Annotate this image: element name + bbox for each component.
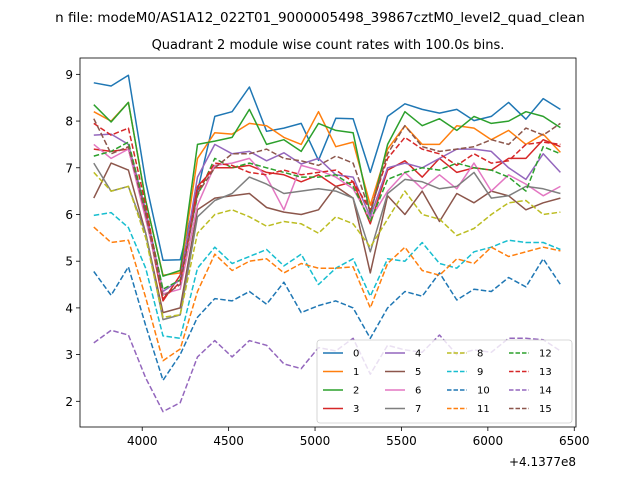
legend-label-8: 8 — [477, 349, 483, 360]
series-line-2 — [93, 101, 561, 277]
x-tick-label: 6500 — [559, 434, 590, 448]
y-tick-label: 4 — [65, 301, 73, 315]
series-line-0 — [93, 74, 561, 261]
legend-label-13: 13 — [539, 367, 552, 378]
series-line-7 — [93, 162, 561, 321]
series-layer — [93, 74, 562, 413]
series-line-6 — [93, 143, 561, 295]
series-line-10 — [93, 258, 562, 382]
figure-suptitle: n file: modeM0/AS1A12_022T01_9000005498_… — [55, 10, 585, 26]
series-line-15 — [93, 118, 561, 297]
legend-box — [316, 339, 573, 424]
legend-label-10: 10 — [477, 386, 490, 397]
legend-label-1: 1 — [353, 367, 359, 378]
legend-label-5: 5 — [415, 367, 421, 378]
y-tick-label: 3 — [65, 348, 73, 362]
series-line-8 — [93, 171, 561, 318]
series-line-11 — [93, 226, 561, 362]
x-tick-label: 5000 — [300, 434, 331, 448]
legend-label-7: 7 — [415, 404, 421, 415]
plot-frame — [79, 57, 577, 428]
legend-label-6: 6 — [415, 386, 421, 397]
legend-label-3: 3 — [353, 404, 359, 415]
legend-label-4: 4 — [415, 349, 421, 360]
y-tick-label: 5 — [65, 255, 73, 269]
x-tick-label: 4500 — [213, 434, 244, 448]
legend-label-12: 12 — [539, 349, 552, 360]
x-tick-label: 6000 — [473, 434, 504, 448]
series-line-12 — [93, 141, 561, 290]
x-tick-label: 5500 — [386, 434, 417, 448]
y-axis: 2 3 4 5 6 7 8 9 — [65, 68, 80, 409]
legend-label-15: 15 — [539, 404, 552, 415]
series-line-4 — [93, 133, 561, 293]
series-line-9 — [93, 211, 561, 340]
y-tick-label: 8 — [65, 115, 73, 129]
legend-label-14: 14 — [539, 386, 552, 397]
y-tick-label: 2 — [65, 395, 73, 409]
legend-label-9: 9 — [477, 367, 483, 378]
y-tick-label: 6 — [65, 208, 73, 222]
y-tick-label: 7 — [65, 161, 73, 175]
legend-label-2: 2 — [353, 386, 359, 397]
series-line-5 — [93, 162, 561, 314]
y-tick-label: 9 — [65, 68, 73, 82]
x-axis: 4000 4500 5000 5500 6000 6500 — [127, 427, 590, 448]
legend-label-11: 11 — [477, 404, 490, 415]
legend-label-0: 0 — [353, 349, 359, 360]
x-offset-label: +4.1377e8 — [509, 455, 576, 469]
x-tick-label: 4000 — [127, 434, 158, 448]
chart-title: Quadrant 2 module wise count rates with … — [152, 38, 505, 53]
